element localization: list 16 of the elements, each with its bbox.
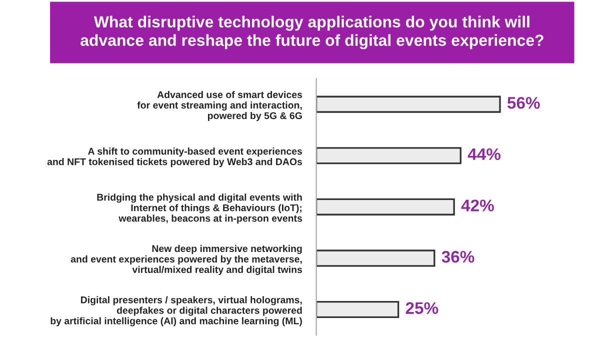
bar [316, 198, 455, 216]
bar [316, 147, 462, 164]
y-tick-label: Advanced use of smart devices for event streaming and interaction, powered by 5G & 6G [137, 91, 302, 122]
y-tick-label: Digital presenters / speakers, virtual holograms, deepfakes or digital characters powered by artificial intelligence (AI) and machine learning (ML) [50, 296, 302, 326]
data-label: 36% [442, 250, 474, 263]
y-tick-label: Bridging the physical and digital events with Internet of things & Behaviours (IoT); wearables, beacons at in-person events [97, 194, 302, 224]
data-label: 25% [406, 302, 438, 314]
y-tick-label: A shift to community-based event experiences and NFT tokenised tickets powered by Web3 and DAOs [47, 148, 302, 168]
data-label: 56% [507, 96, 540, 109]
data-label: 42% [461, 200, 494, 212]
bar [316, 250, 436, 267]
bar [316, 300, 400, 318]
bar [316, 96, 501, 113]
data-label: 44% [468, 148, 500, 160]
y-tick-label: New deep immersive networking and event experiences powered by the metaverse, virtual/mixed reality and digital twins [70, 244, 302, 275]
chart-title: What disruptive technology applications do you think will advance and reshape the future of digital events experience? [80, 16, 544, 50]
